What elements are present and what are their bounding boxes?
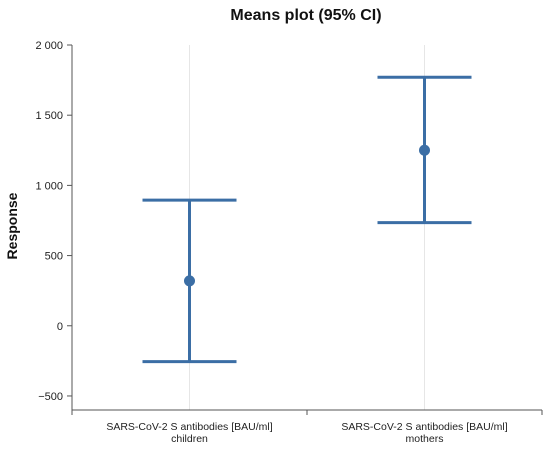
- x-category-sublabel: mothers: [406, 433, 444, 445]
- x-axis-ticks: SARS-CoV-2 S antibodies [BAU/ml]children…: [71, 410, 543, 445]
- y-axis-label: Response: [4, 192, 20, 259]
- y-tick-label: 1 500: [35, 110, 63, 122]
- mean-point: [184, 275, 195, 287]
- y-tick-label: 1 000: [35, 180, 63, 192]
- error-bars: [142, 75, 472, 364]
- y-tick-label: 500: [45, 251, 63, 263]
- x-category-label: SARS-CoV-2 S antibodies [BAU/ml]: [341, 421, 507, 433]
- y-tick-label: −500: [38, 391, 63, 403]
- chart-title: Means plot (95% CI): [230, 7, 381, 24]
- x-category-sublabel: children: [171, 433, 208, 445]
- mean-point: [419, 144, 430, 156]
- y-tick-label: 2 000: [35, 40, 63, 52]
- error-bar-group: [377, 75, 472, 225]
- error-bar-group: [142, 198, 237, 364]
- y-axis-ticks: −500 0 500 1 000 1 500 2 000: [35, 40, 72, 403]
- grid-lines: [189, 45, 425, 410]
- y-tick-label: 0: [57, 321, 63, 333]
- x-category-label: SARS-CoV-2 S antibodies [BAU/ml]: [106, 421, 272, 433]
- axes: [71, 45, 542, 411]
